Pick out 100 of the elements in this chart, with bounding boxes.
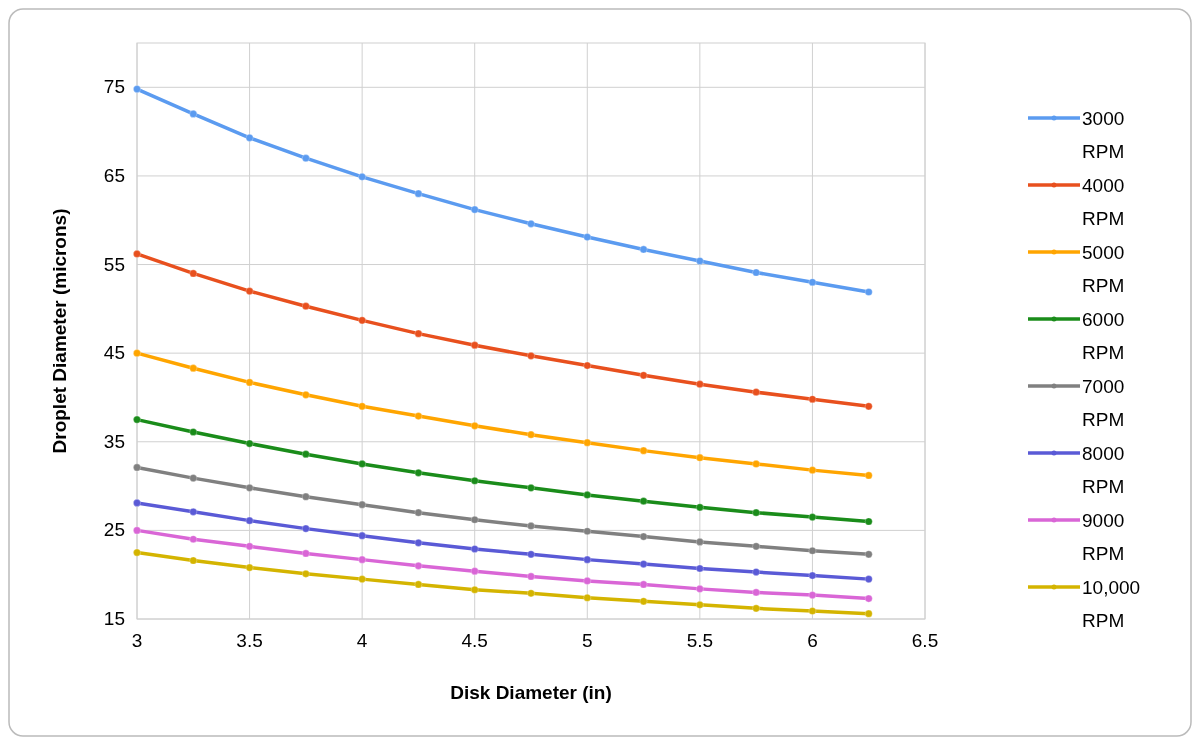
point [639, 446, 648, 455]
point [414, 580, 423, 589]
point [864, 288, 873, 297]
point [583, 555, 592, 564]
point [864, 517, 873, 526]
legend-label: 7000 RPM [1082, 376, 1125, 430]
point [301, 450, 310, 459]
point [864, 609, 873, 618]
point [808, 591, 817, 600]
point [245, 378, 254, 387]
point [583, 233, 592, 242]
point [189, 556, 198, 565]
point [527, 219, 535, 228]
point [583, 527, 592, 536]
point [470, 515, 479, 524]
point [752, 542, 761, 551]
point [695, 564, 704, 573]
point [752, 388, 761, 397]
point [189, 507, 198, 516]
point [583, 361, 592, 370]
legend-label: 4000 RPM [1082, 175, 1125, 229]
point [808, 546, 817, 555]
point [245, 133, 254, 142]
legend-label: 9000 RPM [1082, 510, 1125, 564]
point [752, 604, 761, 613]
point [752, 588, 761, 597]
point [583, 576, 592, 585]
point [358, 531, 367, 540]
y-tick-label: 75 [103, 76, 125, 98]
point [414, 412, 423, 421]
point [245, 439, 254, 448]
point [583, 490, 592, 499]
point [245, 516, 254, 525]
point [133, 349, 141, 358]
point [470, 585, 479, 594]
point [808, 278, 817, 287]
point [245, 483, 254, 492]
point [470, 421, 479, 430]
y-tick-label: 35 [103, 430, 125, 452]
point [864, 594, 873, 603]
y-tick-label: 25 [103, 519, 125, 541]
point [358, 316, 367, 325]
legend-label: 3000 RPM [1082, 108, 1125, 162]
legend-label: 8000 RPM [1082, 443, 1125, 497]
point [527, 550, 535, 559]
point [189, 269, 198, 278]
point [189, 474, 198, 483]
point [358, 575, 367, 584]
x-tick-label: 4 [356, 630, 368, 651]
point [639, 597, 648, 606]
point [808, 571, 817, 580]
y-axis-title: Droplet Diameter (microns) [49, 208, 70, 454]
point [695, 453, 704, 462]
point [414, 538, 423, 547]
x-tick-label: 4.5 [461, 630, 488, 651]
point [189, 535, 198, 544]
legend-label: 10,000 RPM [1082, 577, 1141, 631]
point [864, 575, 873, 584]
point [639, 580, 648, 589]
point [414, 561, 423, 570]
point [583, 593, 592, 602]
point [639, 245, 648, 254]
point [358, 500, 367, 509]
point [133, 526, 141, 535]
point [358, 555, 367, 564]
point [695, 600, 704, 609]
point [527, 521, 535, 530]
point [189, 364, 198, 373]
point [864, 550, 873, 559]
point [639, 371, 648, 380]
point [414, 468, 423, 477]
y-tick-label: 65 [103, 164, 125, 186]
point [752, 568, 761, 577]
point [695, 380, 704, 389]
point [470, 341, 479, 350]
x-tick-label: 6.5 [911, 630, 939, 651]
point [245, 287, 254, 296]
x-tick-label: 3 [131, 630, 143, 651]
point [470, 205, 479, 214]
point [301, 549, 310, 558]
point [133, 85, 141, 94]
point [301, 492, 310, 501]
point [752, 268, 761, 277]
point [527, 430, 535, 439]
point [301, 569, 310, 578]
point [301, 302, 310, 311]
x-tick-label: 5.5 [686, 630, 714, 651]
point [301, 524, 310, 533]
point [358, 172, 367, 181]
point [301, 390, 310, 399]
point [695, 537, 704, 546]
y-tick-label: 15 [103, 608, 125, 629]
point [414, 329, 423, 338]
point [808, 513, 817, 522]
point [808, 466, 817, 475]
point [864, 471, 873, 480]
point [133, 249, 141, 258]
point [470, 476, 479, 485]
point [133, 463, 141, 472]
point [245, 563, 254, 572]
